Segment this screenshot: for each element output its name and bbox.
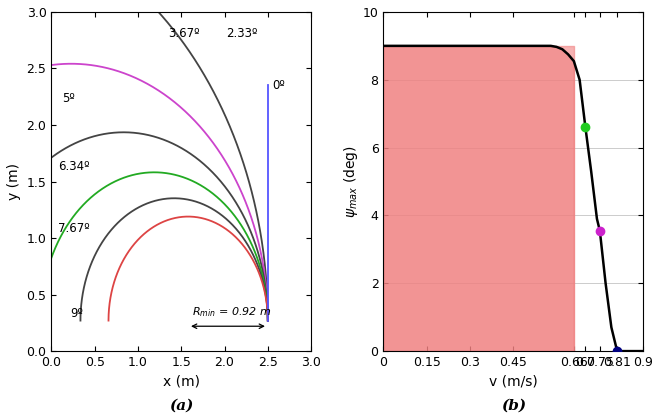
Text: 0º: 0º (272, 79, 285, 92)
Text: 6.34º: 6.34º (58, 160, 90, 173)
Text: (b): (b) (501, 399, 526, 412)
X-axis label: v (m/s): v (m/s) (489, 374, 538, 389)
Text: 3.67º: 3.67º (168, 27, 200, 40)
Text: 5º: 5º (62, 93, 75, 106)
Text: 7.67º: 7.67º (58, 222, 90, 236)
Text: (a): (a) (169, 399, 193, 412)
Y-axis label: y (m): y (m) (7, 163, 21, 200)
Text: $R_{min}$ = 0.92 m: $R_{min}$ = 0.92 m (191, 305, 271, 319)
Text: 2.33º: 2.33º (226, 27, 257, 40)
Y-axis label: $\psi_{max}$ (deg): $\psi_{max}$ (deg) (342, 145, 360, 218)
Text: 9º: 9º (71, 307, 83, 320)
X-axis label: x (m): x (m) (163, 374, 200, 389)
